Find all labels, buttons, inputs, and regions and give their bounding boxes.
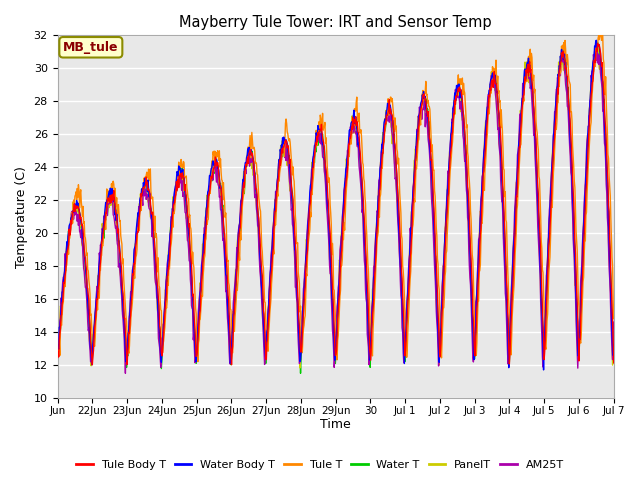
Text: MB_tule: MB_tule: [63, 41, 118, 54]
X-axis label: Time: Time: [320, 419, 351, 432]
Legend: Tule Body T, Water Body T, Tule T, Water T, PanelT, AM25T: Tule Body T, Water Body T, Tule T, Water…: [72, 456, 568, 474]
Y-axis label: Temperature (C): Temperature (C): [15, 166, 28, 267]
Title: Mayberry Tule Tower: IRT and Sensor Temp: Mayberry Tule Tower: IRT and Sensor Temp: [179, 15, 492, 30]
